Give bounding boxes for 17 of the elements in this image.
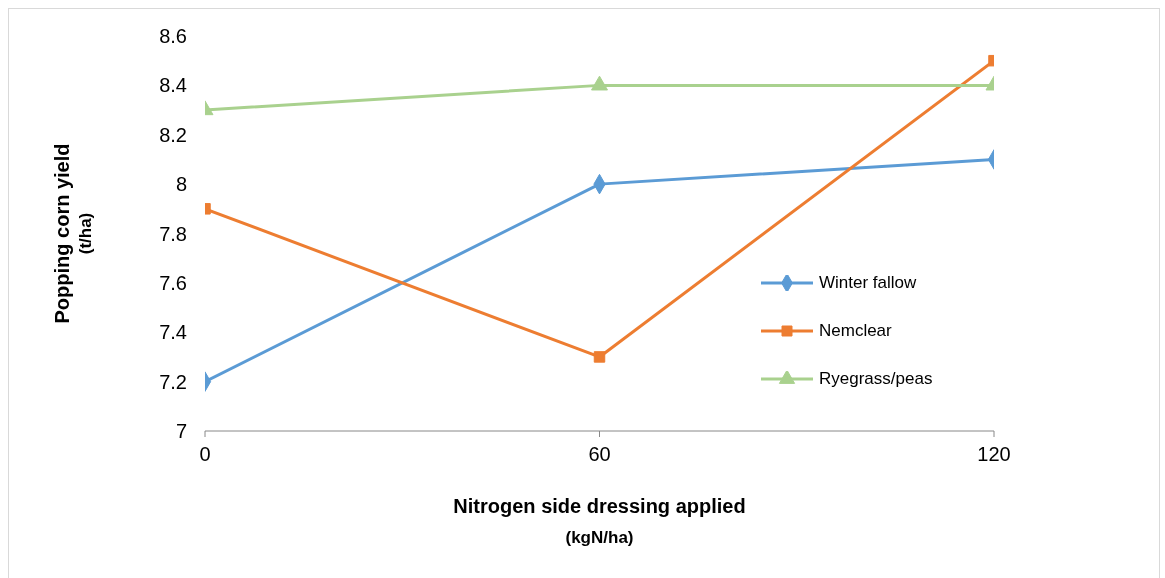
y-tick-label: 8.6 bbox=[159, 25, 187, 48]
x-tick-label: 120 bbox=[977, 443, 1011, 466]
y-tick-label: 7.8 bbox=[159, 222, 187, 245]
x-tick-label: 60 bbox=[588, 443, 611, 466]
x-axis-title: Nitrogen side dressing applied (kgN/ha) bbox=[453, 495, 746, 547]
legend-label: Nemclear bbox=[819, 321, 892, 341]
y-tick-label: 8 bbox=[175, 173, 187, 196]
legend-label: Winter fallow bbox=[819, 273, 917, 293]
y-tick-label: 7.4 bbox=[159, 321, 187, 344]
y-tick-label: 8.2 bbox=[159, 123, 187, 146]
y-tick-label: 7.2 bbox=[159, 370, 187, 393]
y-tick-label: 7.6 bbox=[159, 271, 187, 294]
legend-label: Ryegrass/peas bbox=[819, 369, 933, 389]
x-tick-label: 0 bbox=[199, 443, 211, 466]
y-axis-title: Popping corn yield (t/ha) bbox=[51, 143, 95, 324]
y-tick-label: 7 bbox=[175, 420, 187, 443]
y-tick-label: 8.4 bbox=[159, 74, 187, 97]
